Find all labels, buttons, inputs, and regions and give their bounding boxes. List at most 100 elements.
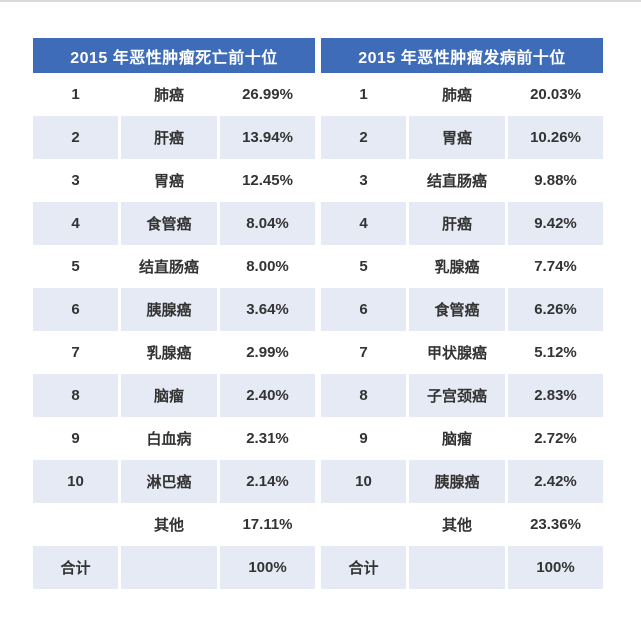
table-row: 6 食管癌 6.26% xyxy=(321,288,603,331)
table-row: 5 乳腺癌 7.74% xyxy=(321,245,603,288)
tumor-name-cell: 食管癌 xyxy=(409,288,505,331)
percent-cell: 100% xyxy=(508,546,603,589)
tumor-name-cell: 白血病 xyxy=(146,431,192,448)
rank-cell xyxy=(33,503,118,546)
percent-cell: 7.74% xyxy=(534,258,577,275)
table-row: 10 胰腺癌 2.42% xyxy=(321,460,603,503)
rank-cell: 8 xyxy=(33,374,118,417)
percent-cell: 13.94% xyxy=(220,116,315,159)
tumor-name-cell: 胃癌 xyxy=(409,116,505,159)
tumor-name-cell: 肝癌 xyxy=(121,116,217,159)
percent-cell: 12.45% xyxy=(242,172,293,189)
image-top-edge xyxy=(0,0,641,2)
table-row: 其他 23.36% xyxy=(321,503,603,546)
rank-cell: 10 xyxy=(321,460,406,503)
percent-cell: 5.12% xyxy=(534,344,577,361)
percent-cell: 2.14% xyxy=(220,460,315,503)
rank-cell xyxy=(321,503,406,546)
table-row: 10 淋巴癌 2.14% xyxy=(33,460,315,503)
rank-cell: 8 xyxy=(321,374,406,417)
rank-cell: 1 xyxy=(359,86,368,103)
rank-cell: 9 xyxy=(359,430,368,447)
cancer-statistics-figure: 2015 年恶性肿瘤死亡前十位 1 肺癌 26.99% 2 肝癌 13.94% 3 胃癌 12.… xyxy=(33,38,603,589)
tumor-name-cell: 淋巴癌 xyxy=(121,460,217,503)
percent-cell: 10.26% xyxy=(508,116,603,159)
mortality-table-title: 2015 年恶性肿瘤死亡前十位 xyxy=(33,38,315,73)
rank-cell: 10 xyxy=(33,460,118,503)
tumor-name-cell xyxy=(121,546,217,589)
tumor-name-cell: 脑瘤 xyxy=(121,374,217,417)
rank-cell: 6 xyxy=(33,288,118,331)
rank-cell: 5 xyxy=(359,258,368,275)
percent-cell: 2.40% xyxy=(220,374,315,417)
tumor-name-cell: 肝癌 xyxy=(409,202,505,245)
rank-cell: 1 xyxy=(71,86,80,103)
table-row: 3 胃癌 12.45% xyxy=(33,159,315,202)
table-row: 合计 100% xyxy=(321,546,603,589)
table-row: 9 白血病 2.31% xyxy=(33,417,315,460)
table-row: 6 胰腺癌 3.64% xyxy=(33,288,315,331)
percent-cell: 17.11% xyxy=(242,516,293,533)
rank-cell: 7 xyxy=(359,344,368,361)
percent-cell: 2.83% xyxy=(508,374,603,417)
percent-cell: 2.72% xyxy=(534,430,577,447)
tumor-name-cell: 子宫颈癌 xyxy=(409,374,505,417)
incidence-table-body: 1 肺癌 20.03% 2 胃癌 10.26% 3 结直肠癌 9.88% 4 肝癌 9.42% 5 乳腺癌… xyxy=(321,73,603,589)
table-row: 3 结直肠癌 9.88% xyxy=(321,159,603,202)
table-row: 7 乳腺癌 2.99% xyxy=(33,331,315,374)
tumor-name-cell: 脑瘤 xyxy=(441,431,472,448)
tumor-name-cell: 甲状腺癌 xyxy=(426,345,487,362)
tumor-name-cell: 乳腺癌 xyxy=(146,345,192,362)
table-row: 9 脑瘤 2.72% xyxy=(321,417,603,460)
table-row: 8 脑瘤 2.40% xyxy=(33,374,315,417)
percent-cell: 20.03% xyxy=(530,86,581,103)
table-row: 4 肝癌 9.42% xyxy=(321,202,603,245)
table-row: 1 肺癌 20.03% xyxy=(321,73,603,116)
tumor-name-cell: 结直肠癌 xyxy=(138,259,199,276)
table-row: 其他 17.11% xyxy=(33,503,315,546)
tumor-name-cell: 胰腺癌 xyxy=(409,460,505,503)
table-row: 8 子宫颈癌 2.83% xyxy=(321,374,603,417)
percent-cell: 8.04% xyxy=(220,202,315,245)
percent-cell: 2.42% xyxy=(508,460,603,503)
table-row: 2 胃癌 10.26% xyxy=(321,116,603,159)
tumor-name-cell: 肺癌 xyxy=(153,87,184,104)
table-row: 7 甲状腺癌 5.12% xyxy=(321,331,603,374)
rank-cell: 3 xyxy=(359,172,368,189)
rank-cell: 5 xyxy=(71,258,80,275)
rank-cell: 9 xyxy=(71,430,80,447)
tumor-name-cell: 食管癌 xyxy=(121,202,217,245)
rank-cell: 4 xyxy=(321,202,406,245)
percent-cell: 100% xyxy=(220,546,315,589)
tumor-name-cell xyxy=(409,546,505,589)
rank-cell: 2 xyxy=(321,116,406,159)
tumor-name-cell: 胃癌 xyxy=(153,173,184,190)
rank-cell: 6 xyxy=(321,288,406,331)
mortality-table-body: 1 肺癌 26.99% 2 肝癌 13.94% 3 胃癌 12.45% 4 食管癌 8.04% 5 结直肠… xyxy=(33,73,315,589)
percent-cell: 3.64% xyxy=(220,288,315,331)
table-row: 4 食管癌 8.04% xyxy=(33,202,315,245)
rank-cell: 2 xyxy=(33,116,118,159)
table-row: 2 肝癌 13.94% xyxy=(33,116,315,159)
rank-cell: 4 xyxy=(33,202,118,245)
table-row: 合计 100% xyxy=(33,546,315,589)
percent-cell: 26.99% xyxy=(242,86,293,103)
percent-cell: 8.00% xyxy=(246,258,289,275)
tumor-name-cell: 结直肠癌 xyxy=(426,173,487,190)
table-row: 5 结直肠癌 8.00% xyxy=(33,245,315,288)
rank-cell: 3 xyxy=(71,172,80,189)
incidence-table: 2015 年恶性肿瘤发病前十位 1 肺癌 20.03% 2 胃癌 10.26% 3 结直肠癌 9… xyxy=(321,38,603,589)
rank-cell: 7 xyxy=(71,344,80,361)
table-row: 1 肺癌 26.99% xyxy=(33,73,315,116)
incidence-table-title: 2015 年恶性肿瘤发病前十位 xyxy=(321,38,603,73)
percent-cell: 6.26% xyxy=(508,288,603,331)
tumor-name-cell: 胰腺癌 xyxy=(121,288,217,331)
tumor-name-cell: 其他 xyxy=(441,517,472,534)
percent-cell: 9.42% xyxy=(508,202,603,245)
percent-cell: 23.36% xyxy=(530,516,581,533)
tumor-name-cell: 乳腺癌 xyxy=(434,259,480,276)
rank-cell: 合计 xyxy=(321,546,406,589)
percent-cell: 2.99% xyxy=(246,344,289,361)
percent-cell: 9.88% xyxy=(534,172,577,189)
tumor-name-cell: 其他 xyxy=(153,517,184,534)
